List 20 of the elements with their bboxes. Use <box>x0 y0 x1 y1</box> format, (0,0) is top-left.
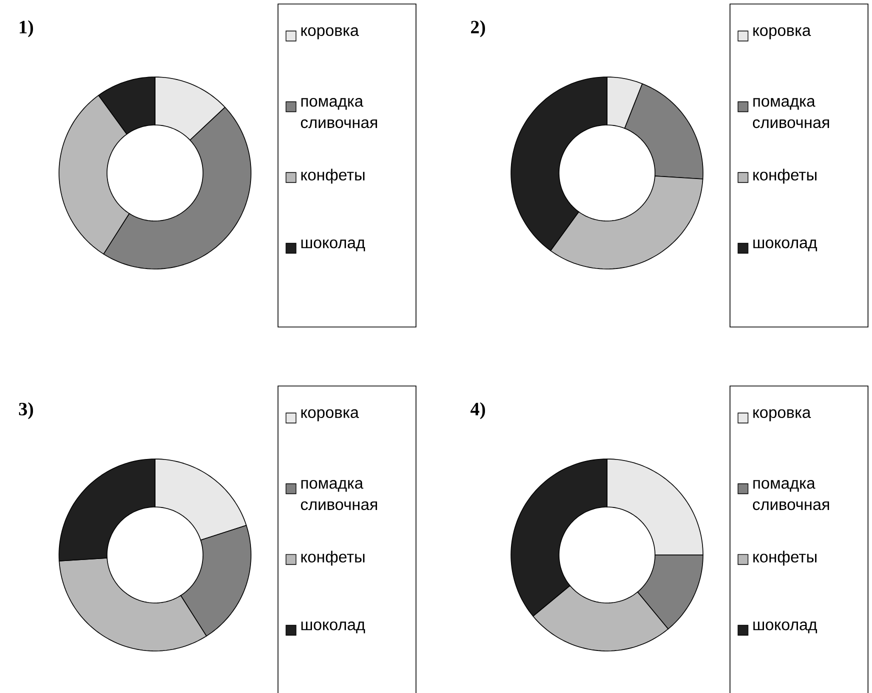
legend-label: помадка сливочная <box>752 480 830 510</box>
legend-label: шоколад <box>753 240 818 252</box>
legend-label: конфеты <box>301 168 364 184</box>
text: 4) <box>470 402 485 420</box>
legend-label: коровка <box>301 409 359 422</box>
legend-label: коровка <box>753 27 811 40</box>
legend-label: конфеты <box>301 550 364 566</box>
legend-label: коровка <box>301 27 359 40</box>
legend-label: коровка <box>753 409 811 422</box>
legend-label: шоколад <box>301 622 366 634</box>
text: 2) <box>471 20 485 38</box>
text: 3) <box>18 402 34 420</box>
legend-label: конфеты <box>753 168 816 184</box>
legend-label: конфеты <box>753 550 816 566</box>
legend-label: помадка сливочная <box>752 98 830 128</box>
legend-label: шоколад <box>301 240 366 252</box>
legend-label: шоколад <box>753 622 818 634</box>
text: 1) <box>20 20 34 38</box>
legend-label: помадка сливочная <box>300 480 378 510</box>
legend-label: помадка сливочная <box>300 98 378 128</box>
